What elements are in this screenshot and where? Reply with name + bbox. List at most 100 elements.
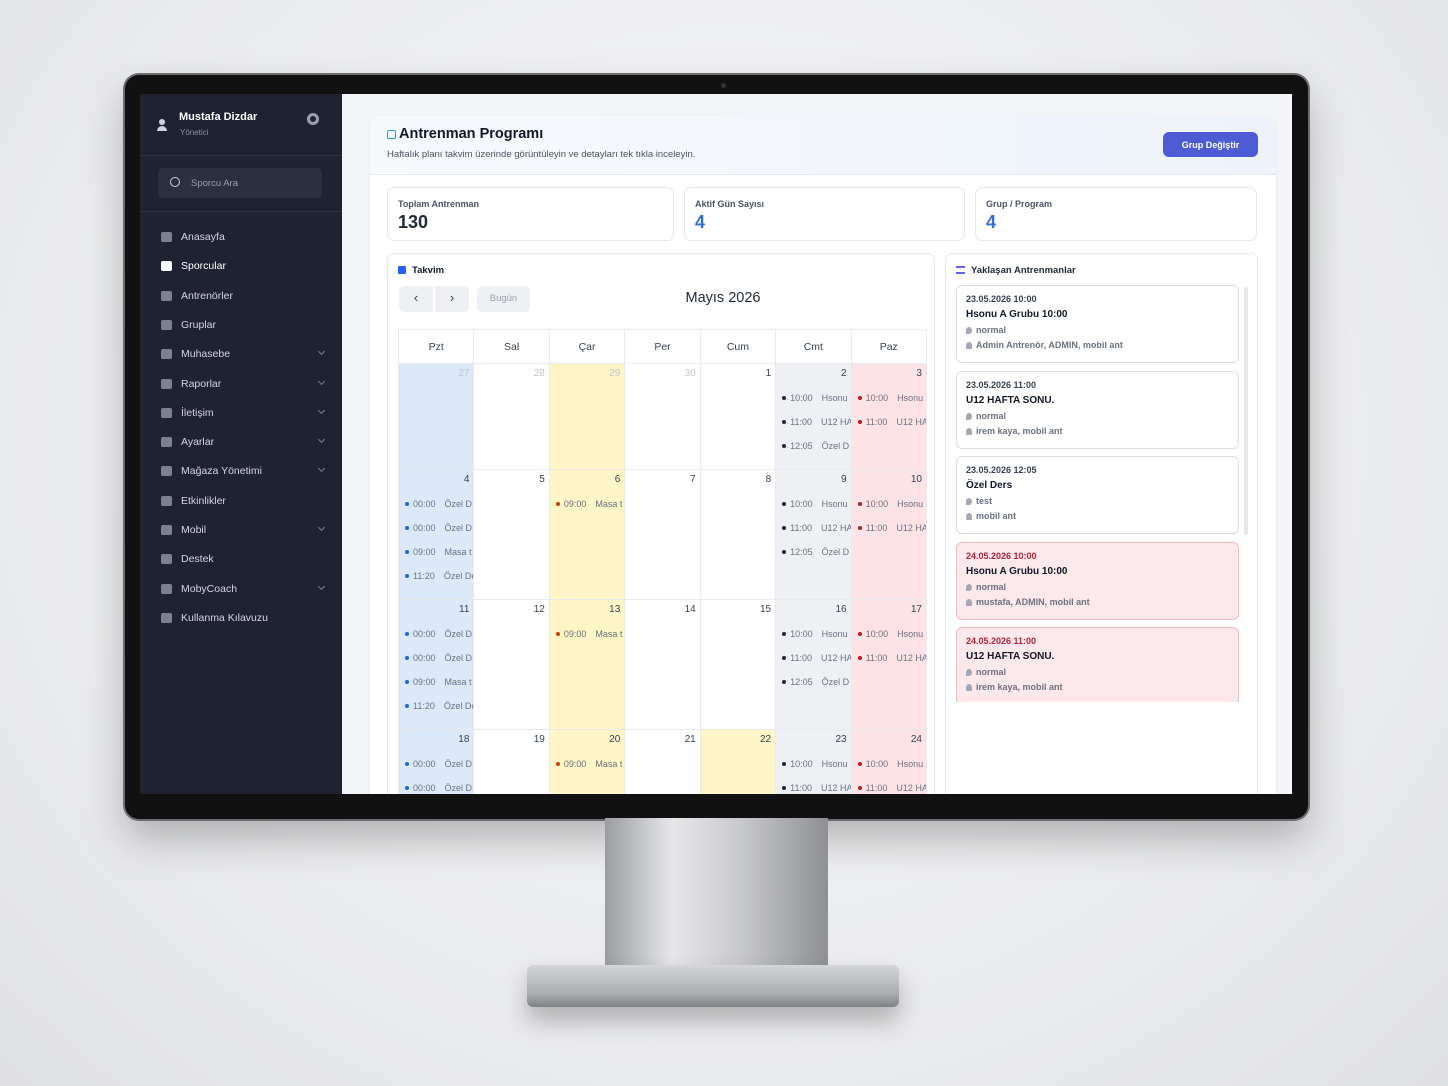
day-cell[interactable]: 19 [474,730,550,794]
search-box[interactable]: Sporcu Ara [158,168,322,198]
weekday-label: Cum [726,341,749,353]
event[interactable]: 11:20 Özel De [405,571,473,581]
event[interactable]: 00:00 Özel D [405,523,472,533]
day-cell[interactable]: 1 [700,364,777,470]
event[interactable]: 12:05 Özel D [782,677,849,687]
menu-item[interactable]: İletişim [154,401,330,425]
event[interactable]: 10:00 Hsonu [782,759,848,769]
menu-item[interactable]: Gruplar [154,313,330,337]
event-text: Özel De [443,701,475,711]
upcoming-item[interactable]: 24.05.2026 10:00 Hsonu A Grubu 10:00 norma… [956,541,1239,620]
day-cell[interactable]: 14 [625,600,701,730]
day-cell[interactable]: 4 00:00 Özel D 00:00 Özel D 09:00 Masa t 11:20 Ö… [399,470,475,600]
day-cell[interactable]: 21 [625,730,701,794]
menu-item[interactable]: Mobil [154,518,330,542]
event-dot [555,762,560,766]
event[interactable]: 11:00 U12 HA [782,783,851,793]
event[interactable]: 11:00 U12 HA [857,653,927,663]
day-cell[interactable]: 11 00:00 Özel D 00:00 Özel D 09:00 Masa t 11:20… [399,600,475,730]
event[interactable]: 09:00 Masa t [555,629,622,639]
item-datetime: 23.05.2026 12:05 [966,465,1037,475]
event[interactable]: 10:00 Hsonu [782,499,848,509]
event[interactable]: 00:00 Özel D [405,759,472,769]
event[interactable]: 11:00 U12 HA [782,417,851,427]
day-cell[interactable]: 9 10:00 Hsonu 11:00 U12 HA 12:05 Özel D [776,470,852,600]
menu-item[interactable]: Muhasebe [154,342,330,366]
menu-item[interactable]: Mağaza Yönetimi [154,459,330,483]
day-cell[interactable]: 28 [474,364,550,470]
day-cell[interactable]: 8 [700,470,777,600]
event[interactable]: 10:00 Hsonu [857,499,923,509]
event[interactable]: 10:00 Hsonu [857,393,924,403]
event[interactable]: 10:00 Hsonu [782,393,848,403]
day-cell[interactable]: 30 [625,364,701,470]
event[interactable]: 09:00 Masa t [405,547,472,557]
event[interactable]: 11:00 U12 HA [782,523,851,533]
event-text: Hsonu [897,393,924,403]
day-number: 21 [684,734,696,745]
event[interactable]: 00:00 Özel D [405,629,472,639]
menu-item[interactable]: Raporlar [154,372,330,396]
upcoming-item[interactable]: 24.05.2026 11:00 U12 HAFTA SONU. normal ire… [956,627,1239,702]
day-cell[interactable]: 24 10:00 Hsonu 11:00 U12 HA [851,730,927,794]
event[interactable]: 11:00 U12 HA [857,783,926,793]
day-cell[interactable]: 7 [625,470,701,600]
day-cell[interactable]: 27 [399,364,475,470]
day-number: 18 [458,734,470,745]
menu-item[interactable]: Antrenörler [154,284,330,308]
upcoming-item[interactable]: 23.05.2026 12:05 Özel Ders test mobil ant [956,456,1239,534]
settings-button[interactable] [307,113,319,125]
day-number: 10 [910,474,922,485]
day-cell[interactable]: 13 09:00 Masa t [549,600,626,730]
event[interactable]: 10:00 Hsonu [857,759,923,769]
day-number: 23 [835,734,847,745]
menu-item[interactable]: Ayarlar [154,430,330,454]
day-cell[interactable]: 2 10:00 Hsonu 11:00 U12 HA 12:05 Özel D [776,364,852,470]
prev-button[interactable]: ‹ [399,286,433,312]
menu-item[interactable]: Kullanma Kılavuzu [154,606,330,630]
event[interactable]: 09:00 Masa t [405,677,472,687]
event[interactable]: 00:00 Özel D [405,653,472,663]
upcoming-item[interactable]: 23.05.2026 10:00 Hsonu A Grubu 10:00 norma… [956,285,1239,363]
event[interactable]: 11:00 U12 HA [857,417,926,427]
event-time: 12:05 [790,441,813,451]
day-cell[interactable]: 15 [700,600,777,730]
event[interactable]: 11:20 Özel De [405,701,475,711]
event[interactable]: 10:00 Hsonu [857,629,923,639]
day-cell[interactable]: 16 10:00 Hsonu 11:00 U12 HA 12:05 Özel D [776,600,852,730]
event[interactable]: 12:05 Özel D [782,547,849,557]
day-cell[interactable]: 29 [549,364,626,470]
event-text: U12 HA [896,653,927,663]
day-cell[interactable]: 22 [700,730,777,794]
day-cell[interactable]: 3 10:00 Hsonu 11:00 U12 HA [851,364,927,470]
event[interactable]: 12:05 Özel D [782,441,849,451]
day-cell[interactable]: 20 09:00 Masa t [549,730,626,794]
event[interactable]: 11:00 U12 HA [782,653,851,663]
event[interactable]: 09:00 Masa t [555,499,622,509]
day-cell[interactable]: 10 10:00 Hsonu 11:00 U12 HA [851,470,927,600]
group-change-button[interactable]: Grup Değiştir [1163,132,1258,157]
event[interactable]: 00:00 Özel D [405,783,472,793]
page-title: Antrenman Programı [399,126,544,142]
day-cell[interactable]: 6 09:00 Masa t [549,470,626,600]
menu-item[interactable]: Destek [154,547,330,571]
menu-item[interactable]: Etkinlikler [154,489,330,513]
day-cell[interactable]: 5 [474,470,550,600]
next-button[interactable]: › [435,286,469,312]
menu-item[interactable]: MobyCoach [154,577,330,601]
event[interactable]: 10:00 Hsonu [782,629,848,639]
day-cell[interactable]: 12 [474,600,550,730]
event-dot [857,786,862,790]
event[interactable]: 09:00 Masa t [555,759,622,769]
event-time: 09:00 [413,547,436,557]
menu-item[interactable]: Sporcular [154,254,330,278]
day-number: 16 [835,604,847,615]
day-cell[interactable]: 23 10:00 Hsonu 11:00 U12 HA [776,730,852,794]
day-cell[interactable]: 18 00:00 Özel D 00:00 Özel D [399,730,475,794]
day-cell[interactable]: 17 10:00 Hsonu 11:00 U12 HA [851,600,927,730]
upcoming-item[interactable]: 23.05.2026 11:00 U12 HAFTA SONU. normal ire… [956,370,1239,449]
menu-item[interactable]: Anasayfa [154,225,330,249]
event[interactable]: 11:00 U12 HA [857,523,926,533]
event[interactable]: 00:00 Özel D [405,499,472,509]
today-button[interactable]: Bugün [477,286,530,312]
